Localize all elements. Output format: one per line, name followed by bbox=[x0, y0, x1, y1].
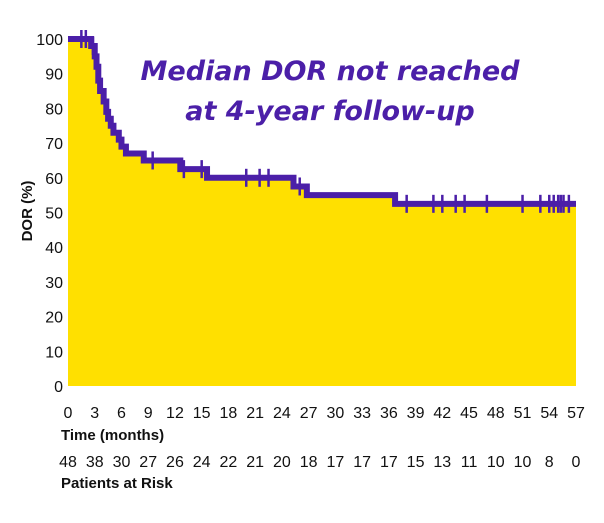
y-tick-label: 70 bbox=[45, 136, 63, 153]
patients-at-risk-value: 10 bbox=[487, 454, 505, 471]
x-tick-label: 9 bbox=[144, 405, 153, 422]
patients-at-risk-label: Patients at Risk bbox=[61, 475, 173, 492]
patients-at-risk-value: 38 bbox=[86, 454, 104, 471]
patients-at-risk-value: 18 bbox=[300, 454, 318, 471]
patients-at-risk-value: 20 bbox=[273, 454, 291, 471]
x-axis-ticks: 0 3 6 9 12 15 18 21 24 27 30 33 36 39 42 45 48 51 54 57 bbox=[64, 405, 585, 422]
patients-at-risk-value: 48 bbox=[59, 454, 77, 471]
patients-at-risk-value: 15 bbox=[407, 454, 425, 471]
x-tick-label: 42 bbox=[433, 405, 451, 422]
x-tick-label: 57 bbox=[567, 405, 585, 422]
patients-at-risk-value: 22 bbox=[220, 454, 238, 471]
y-tick-label: 50 bbox=[45, 206, 63, 223]
patients-at-risk-value: 10 bbox=[514, 454, 532, 471]
x-tick-label: 45 bbox=[460, 405, 478, 422]
y-tick-label: 20 bbox=[45, 310, 63, 327]
survival-area-fill bbox=[68, 39, 576, 386]
x-tick-label: 12 bbox=[166, 405, 184, 422]
y-tick-label: 0 bbox=[54, 379, 63, 396]
patients-at-risk-value: 27 bbox=[139, 454, 157, 471]
x-tick-label: 36 bbox=[380, 405, 398, 422]
survival-step-line bbox=[68, 36, 576, 207]
y-tick-label: 10 bbox=[45, 344, 63, 361]
patients-at-risk-value: 11 bbox=[461, 454, 478, 471]
patients-at-risk-value: 0 bbox=[572, 454, 581, 471]
chart-annotation-line-2: at 4-year follow-up bbox=[185, 96, 474, 127]
area-layer bbox=[68, 39, 576, 386]
patients-at-risk-value: 30 bbox=[113, 454, 131, 471]
y-tick-label: 80 bbox=[45, 101, 63, 118]
patients-at-risk-value: 21 bbox=[246, 454, 264, 471]
x-tick-label: 18 bbox=[220, 405, 238, 422]
x-tick-label: 21 bbox=[246, 405, 264, 422]
x-tick-label: 15 bbox=[193, 405, 211, 422]
y-tick-label: 100 bbox=[36, 32, 63, 49]
x-tick-label: 48 bbox=[487, 405, 505, 422]
line-layer bbox=[68, 30, 576, 213]
x-tick-label: 0 bbox=[64, 405, 73, 422]
y-tick-label: 40 bbox=[45, 240, 63, 257]
y-axis-label: DOR (%) bbox=[19, 181, 36, 242]
patients-at-risk-row: 48 38 30 27 26 24 22 21 20 18 17 17 17 15 13 11 10 10 8 0 bbox=[59, 454, 580, 471]
x-axis-label: Time (months) bbox=[61, 427, 164, 444]
x-tick-label: 3 bbox=[90, 405, 99, 422]
x-tick-label: 24 bbox=[273, 405, 291, 422]
patients-at-risk-value: 24 bbox=[193, 454, 211, 471]
patients-at-risk-value: 26 bbox=[166, 454, 184, 471]
patients-at-risk-value: 8 bbox=[545, 454, 554, 471]
y-tick-label: 30 bbox=[45, 275, 63, 292]
x-tick-label: 30 bbox=[326, 405, 344, 422]
x-tick-label: 54 bbox=[540, 405, 558, 422]
x-tick-label: 6 bbox=[117, 405, 126, 422]
chart-annotation-line-1: Median DOR not reached bbox=[141, 56, 521, 87]
patients-at-risk-value: 13 bbox=[433, 454, 451, 471]
y-tick-label: 60 bbox=[45, 171, 63, 188]
x-tick-label: 39 bbox=[407, 405, 425, 422]
patients-at-risk-value: 17 bbox=[353, 454, 371, 471]
y-tick-label: 90 bbox=[45, 67, 63, 84]
x-tick-label: 33 bbox=[353, 405, 371, 422]
y-axis-ticks: 0 10 20 30 40 50 60 70 80 90 100 bbox=[36, 32, 63, 396]
x-tick-label: 27 bbox=[300, 405, 318, 422]
patients-at-risk-value: 17 bbox=[380, 454, 398, 471]
x-tick-label: 51 bbox=[514, 405, 532, 422]
patients-at-risk-value: 17 bbox=[326, 454, 344, 471]
